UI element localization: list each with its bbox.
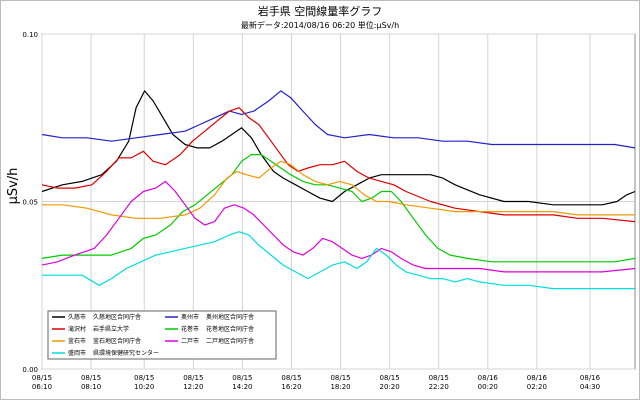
x-axis-ticks: 08/1506:1008/1508:1008/1510:2008/1512:20…	[32, 374, 601, 391]
x-tick-time: 00:20	[478, 383, 498, 391]
x-tick-time: 16:20	[281, 383, 301, 391]
x-tick-time: 14:20	[232, 383, 252, 391]
x-tick-date: 08/15	[281, 374, 301, 382]
x-tick-time: 18:20	[330, 383, 350, 391]
x-tick-date: 08/16	[580, 374, 601, 382]
x-tick-date: 08/16	[527, 374, 548, 382]
y-axis-label: μSv/h	[6, 168, 21, 205]
series-line-0	[41, 90, 636, 206]
series-line-5	[41, 180, 636, 273]
legend-city: 滝沢村	[68, 325, 86, 333]
x-tick-time: 22:20	[429, 383, 449, 391]
legend-site: 釜石地区合同庁舎	[93, 337, 141, 345]
x-tick-time: 02:20	[527, 383, 547, 391]
series-line-2	[41, 107, 636, 223]
y-axis-ticks: 0.00 0.05 0.10	[22, 31, 38, 374]
x-tick-date: 08/16	[478, 374, 499, 382]
legend-site: 県環境保健研究センター	[93, 349, 159, 357]
x-tick-time: 04:30	[580, 383, 600, 391]
chart-title: 岩手県 空間線量率グラフ	[258, 4, 383, 18]
x-tick-time: 08:10	[81, 383, 101, 391]
series-line-1	[41, 90, 636, 149]
legend-site: 花巻地区合同庁舎	[206, 325, 254, 333]
legend-city: 久慈市	[68, 313, 86, 321]
legend-box	[47, 310, 277, 360]
x-tick-date: 08/15	[330, 374, 350, 382]
y-tick-label: 0.10	[22, 31, 38, 39]
x-tick-date: 08/15	[429, 374, 449, 382]
chart-subtitle: 最新データ:2014/08/16 06:20 単位:μSv/h	[241, 20, 399, 30]
x-tick-date: 08/15	[32, 374, 52, 382]
y-tick-label: 0.05	[22, 199, 38, 207]
legend-site: 二戸地区合同庁舎	[206, 337, 254, 345]
x-tick-date: 08/15	[232, 374, 252, 382]
series-line-3	[41, 154, 636, 263]
x-tick-time: 06:10	[32, 383, 52, 391]
x-tick-date: 08/15	[183, 374, 203, 382]
legend-city: 奥州市	[181, 313, 199, 321]
legend-site: 奥州地区合同庁舎	[206, 313, 254, 321]
y-tick-label: 0.00	[22, 366, 38, 374]
legend-city: 釜石市	[68, 337, 86, 345]
series-line-4	[42, 160, 635, 219]
legend-site: 久慈地区合同庁舎	[93, 313, 141, 321]
x-tick-date: 08/15	[81, 374, 101, 382]
x-tick-time: 10:20	[134, 383, 154, 391]
grid-lines	[41, 33, 635, 370]
legend-city: 花巻市	[181, 325, 199, 333]
legend-city: 二戸市	[181, 337, 199, 345]
series-line-6	[42, 231, 635, 290]
x-tick-time: 20:20	[380, 383, 400, 391]
legend-city: 盛岡市	[68, 349, 86, 357]
legend-site: 岩手県立大学	[93, 325, 129, 333]
series-lines	[41, 90, 636, 290]
x-tick-date: 08/15	[380, 374, 400, 382]
x-tick-time: 12:20	[183, 383, 203, 391]
x-tick-date: 08/15	[134, 374, 154, 382]
